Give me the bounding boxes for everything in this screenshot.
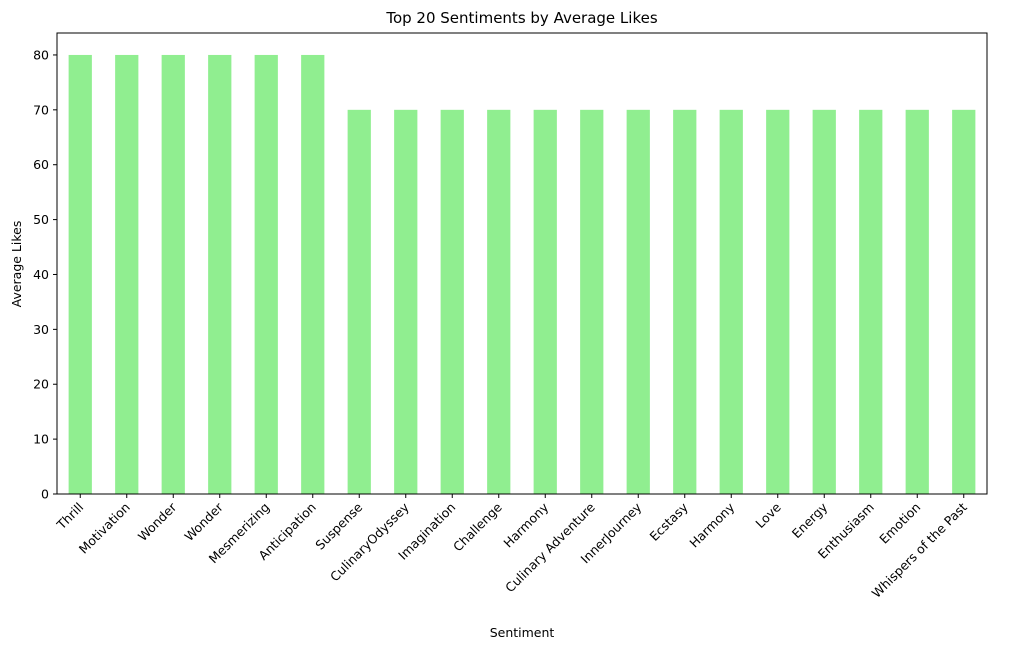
bar bbox=[115, 54, 139, 494]
x-tick-label: Wonder bbox=[181, 499, 226, 544]
bar bbox=[673, 109, 697, 494]
plot-frame bbox=[56, 32, 988, 495]
bar bbox=[347, 109, 371, 494]
x-tick-label: Energy bbox=[789, 499, 831, 541]
x-tick-label: Thrill bbox=[53, 500, 86, 533]
x-axis-label: Sentiment bbox=[490, 625, 555, 640]
bars-group bbox=[68, 54, 976, 494]
bar bbox=[301, 54, 325, 494]
bar bbox=[161, 54, 185, 494]
y-tick-label: 40 bbox=[33, 267, 49, 282]
x-tick-label: Culinary Adventure bbox=[502, 499, 598, 595]
bar bbox=[905, 109, 929, 494]
x-tick-label: Challenge bbox=[450, 499, 505, 554]
y-tick-label: 50 bbox=[33, 212, 49, 227]
bar bbox=[812, 109, 836, 494]
bar bbox=[859, 109, 883, 494]
x-tick-label: Emotion bbox=[876, 500, 923, 547]
bar bbox=[440, 109, 464, 494]
bar bbox=[766, 109, 790, 494]
y-tick-label: 70 bbox=[33, 102, 49, 117]
bar bbox=[719, 109, 743, 494]
bar bbox=[254, 54, 278, 494]
y-tick-label: 0 bbox=[41, 487, 49, 502]
x-tick-label: Love bbox=[752, 499, 784, 531]
y-tick-label: 80 bbox=[33, 47, 49, 62]
bar bbox=[952, 109, 976, 494]
bar bbox=[580, 109, 604, 494]
x-tick-label: CulinaryOdyssey bbox=[327, 499, 412, 584]
chart-title: Top 20 Sentiments by Average Likes bbox=[385, 9, 657, 27]
y-tick-label: 30 bbox=[33, 322, 49, 337]
x-tick-label: Wonder bbox=[135, 499, 180, 544]
y-tick-label: 20 bbox=[33, 377, 49, 392]
y-axis-ticks: 0 10 20 30 40 50 60 70 80 bbox=[33, 47, 57, 502]
y-tick-label: 60 bbox=[33, 157, 49, 172]
bar bbox=[487, 109, 511, 494]
y-axis-label: Average Likes bbox=[9, 221, 24, 308]
x-tick-label: Ecstasy bbox=[646, 499, 691, 544]
bar bbox=[208, 54, 232, 494]
bar bbox=[68, 54, 92, 494]
x-tick-label: Whispers of the Past bbox=[869, 499, 970, 600]
y-tick-label: 10 bbox=[33, 432, 49, 447]
x-tick-label: Harmony bbox=[686, 499, 737, 550]
bar bbox=[626, 109, 650, 494]
bar bbox=[533, 109, 557, 494]
bar bbox=[394, 109, 418, 494]
